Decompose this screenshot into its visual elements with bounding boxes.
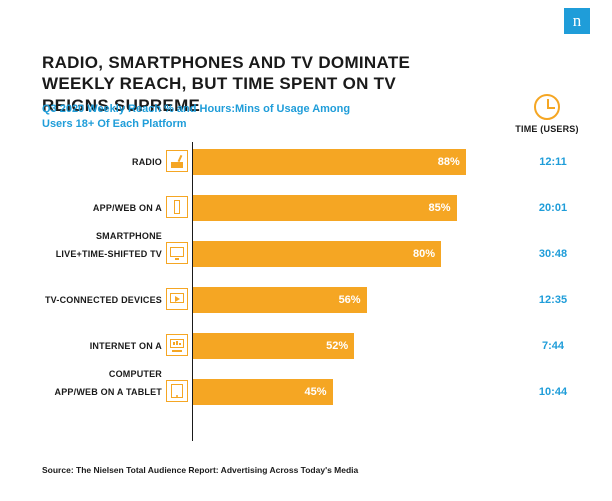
reach-pct: 56% (339, 287, 361, 313)
time-value: 7:44 (524, 332, 582, 360)
tablet-icon (166, 380, 188, 402)
chart-row: RADIO 88% 12:11 (42, 148, 582, 176)
smartphone-icon (166, 196, 188, 218)
reach-pct: 80% (413, 241, 435, 267)
reach-pct: 52% (326, 333, 348, 359)
row-label: TV-CONNECTED DEVICES (42, 286, 162, 314)
chart-row: INTERNET ON A COMPUTER 52% 7:44 (42, 332, 582, 360)
reach-bar: 52% (193, 333, 354, 359)
clock-icon (534, 94, 560, 120)
source-citation: Source: The Nielsen Total Audience Repor… (42, 465, 358, 475)
reach-bar: 85% (193, 195, 457, 221)
time-value: 30:48 (524, 240, 582, 268)
tv-icon (166, 242, 188, 264)
reach-bar: 45% (193, 379, 333, 405)
reach-bar: 88% (193, 149, 466, 175)
computer-icon (166, 334, 188, 356)
time-value: 20:01 (524, 194, 582, 222)
row-label: LIVE+TIME-SHIFTED TV (42, 240, 162, 268)
reach-bar: 56% (193, 287, 367, 313)
chart-subtitle: Q3 2020 Weekly Reach % and Hours:Mins of… (42, 102, 382, 132)
time-value: 10:44 (524, 378, 582, 406)
time-value: 12:35 (524, 286, 582, 314)
time-header: TIME (USERS) (512, 94, 582, 134)
chart-row: LIVE+TIME-SHIFTED TV 80% 30:48 (42, 240, 582, 268)
row-label: APP/WEB ON A SMARTPHONE (42, 194, 162, 222)
row-label: INTERNET ON A COMPUTER (42, 332, 162, 360)
chart-row: TV-CONNECTED DEVICES 56% 12:35 (42, 286, 582, 314)
nielsen-logo: n (564, 8, 590, 34)
radio-icon (166, 150, 188, 172)
time-value: 12:11 (524, 148, 582, 176)
time-header-label: TIME (USERS) (512, 124, 582, 134)
reach-bar-chart: RADIO 88% 12:11 APP/WEB ON A SMARTPHONE 85% 2… (42, 148, 582, 437)
row-label: APP/WEB ON A TABLET (42, 378, 162, 406)
chart-row: APP/WEB ON A SMARTPHONE 85% 20:01 (42, 194, 582, 222)
reach-bar: 80% (193, 241, 441, 267)
tv-connected-icon (166, 288, 188, 310)
reach-pct: 85% (428, 195, 450, 221)
chart-row: APP/WEB ON A TABLET 45% 10:44 (42, 378, 582, 406)
reach-pct: 88% (438, 149, 460, 175)
row-label: RADIO (42, 148, 162, 176)
reach-pct: 45% (304, 379, 326, 405)
